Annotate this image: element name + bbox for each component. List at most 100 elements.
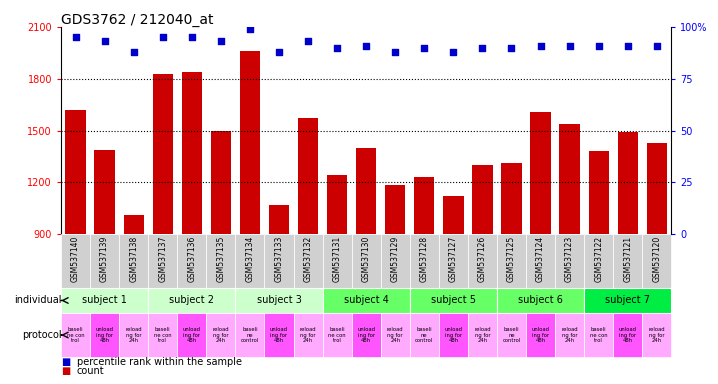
Bar: [65, 110, 85, 234]
Bar: [559, 124, 580, 234]
Point: [244, 26, 256, 32]
Bar: [177, 234, 206, 288]
Text: unload
ing for
48h: unload ing for 48h: [357, 327, 376, 343]
Point: [128, 49, 139, 55]
Bar: [206, 234, 236, 288]
Bar: [352, 234, 381, 288]
Text: GSM537121: GSM537121: [623, 236, 633, 282]
Bar: [327, 175, 348, 234]
Text: unload
ing for
48h: unload ing for 48h: [444, 327, 462, 343]
Text: reload
ng for
24h: reload ng for 24h: [213, 327, 229, 343]
Text: count: count: [77, 366, 104, 376]
Text: reload
ng for
24h: reload ng for 24h: [126, 327, 142, 343]
Text: GSM537140: GSM537140: [71, 236, 80, 282]
Text: unload
ing for
48h: unload ing for 48h: [270, 327, 288, 343]
Text: GSM537135: GSM537135: [216, 236, 225, 282]
Text: GSM537125: GSM537125: [507, 236, 516, 282]
Bar: [617, 132, 638, 234]
Text: baseli
ne con
trol: baseli ne con trol: [328, 327, 346, 343]
Bar: [177, 313, 206, 357]
Text: reload
ng for
24h: reload ng for 24h: [387, 327, 404, 343]
Bar: [410, 313, 439, 357]
Text: baseli
ne
control: baseli ne control: [241, 327, 259, 343]
Bar: [148, 234, 177, 288]
Bar: [148, 313, 177, 357]
Bar: [555, 313, 584, 357]
Text: GDS3762 / 212040_at: GDS3762 / 212040_at: [61, 13, 213, 27]
Bar: [182, 72, 202, 234]
Bar: [269, 205, 289, 234]
Bar: [584, 313, 613, 357]
Bar: [643, 234, 671, 288]
Text: GSM537139: GSM537139: [100, 236, 109, 282]
Point: [622, 43, 633, 49]
Text: subject 5: subject 5: [431, 295, 476, 306]
Text: reload
ng for
24h: reload ng for 24h: [561, 327, 578, 343]
Point: [651, 43, 663, 49]
Bar: [555, 234, 584, 288]
Bar: [61, 234, 90, 288]
Text: subject 6: subject 6: [518, 295, 563, 306]
Text: GSM537129: GSM537129: [391, 236, 400, 282]
Bar: [322, 313, 352, 357]
Bar: [236, 313, 264, 357]
Bar: [152, 74, 173, 234]
Point: [332, 45, 343, 51]
Bar: [352, 313, 381, 357]
Text: reload
ng for
24h: reload ng for 24h: [648, 327, 665, 343]
Text: ■: ■: [61, 366, 70, 376]
Bar: [613, 234, 643, 288]
Text: baseli
ne
control: baseli ne control: [503, 327, 521, 343]
Bar: [410, 234, 439, 288]
Bar: [472, 165, 493, 234]
Text: GSM537138: GSM537138: [129, 236, 138, 282]
Bar: [410, 288, 497, 313]
Text: GSM537127: GSM537127: [449, 236, 458, 282]
Text: GSM537131: GSM537131: [332, 236, 342, 282]
Bar: [385, 185, 406, 234]
Point: [564, 43, 575, 49]
Bar: [322, 288, 410, 313]
Text: ■: ■: [61, 357, 70, 367]
Bar: [236, 288, 322, 313]
Bar: [90, 234, 119, 288]
Point: [477, 45, 488, 51]
Bar: [589, 151, 609, 234]
Text: reload
ng for
24h: reload ng for 24h: [474, 327, 490, 343]
Text: percentile rank within the sample: percentile rank within the sample: [77, 357, 242, 367]
Bar: [381, 313, 410, 357]
Bar: [584, 234, 613, 288]
Point: [186, 34, 197, 40]
Bar: [148, 288, 236, 313]
Bar: [206, 313, 236, 357]
Text: subject 4: subject 4: [344, 295, 388, 306]
Bar: [294, 234, 322, 288]
Text: subject 3: subject 3: [256, 295, 302, 306]
Bar: [439, 313, 468, 357]
Text: GSM537132: GSM537132: [304, 236, 312, 282]
Bar: [356, 148, 376, 234]
Text: unload
ing for
48h: unload ing for 48h: [95, 327, 113, 343]
Text: unload
ing for
48h: unload ing for 48h: [531, 327, 549, 343]
Bar: [526, 234, 555, 288]
Bar: [264, 313, 294, 357]
Point: [419, 45, 430, 51]
Point: [157, 34, 169, 40]
Point: [389, 49, 401, 55]
Point: [274, 49, 285, 55]
Bar: [119, 234, 148, 288]
Point: [215, 38, 227, 45]
Bar: [643, 313, 671, 357]
Text: unload
ing for
48h: unload ing for 48h: [183, 327, 201, 343]
Text: GSM537126: GSM537126: [478, 236, 487, 282]
Bar: [526, 313, 555, 357]
Text: GSM537134: GSM537134: [246, 236, 254, 282]
Point: [593, 43, 605, 49]
Bar: [439, 234, 468, 288]
Bar: [322, 234, 352, 288]
Bar: [236, 234, 264, 288]
Point: [99, 38, 111, 45]
Bar: [264, 234, 294, 288]
Text: GSM537122: GSM537122: [595, 236, 603, 282]
Point: [70, 34, 81, 40]
